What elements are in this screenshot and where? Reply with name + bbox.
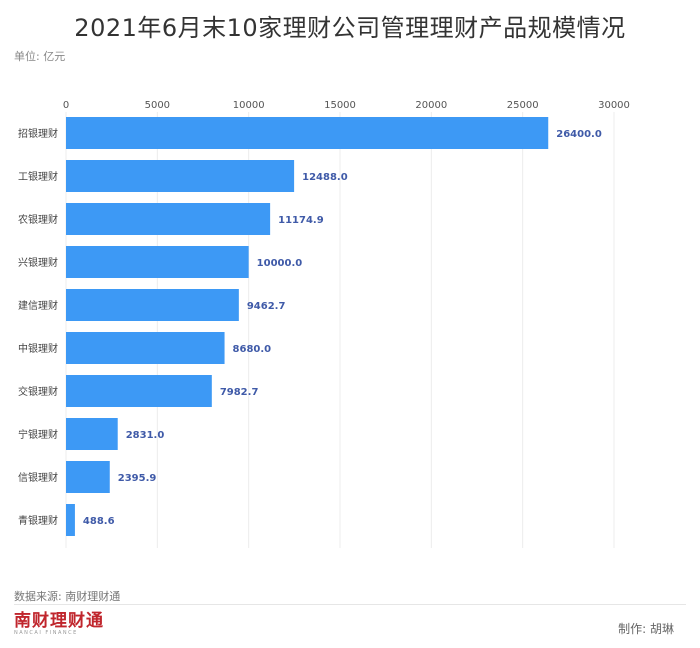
category-label: 建信理财 [18, 299, 58, 312]
author-credit: 制作: 胡琳 [618, 622, 674, 636]
data-label: 10000.0 [257, 258, 303, 269]
logo-subtext: NANCAI FINANCE [14, 630, 78, 636]
data-label: 12488.0 [302, 172, 348, 183]
bar [66, 289, 239, 321]
data-label: 11174.9 [278, 215, 324, 226]
x-tick-label: 15000 [324, 100, 356, 111]
bar [66, 203, 271, 235]
data-label: 2395.9 [118, 473, 157, 484]
bar-chart: 0 5000 10000 15000 20000 25000 30000 招银理财 26400.… [18, 100, 630, 548]
category-label: 宁银理财 [18, 428, 58, 441]
x-tick-label: 30000 [598, 100, 630, 111]
category-label: 交银理财 [18, 385, 58, 398]
category-label: 招银理财 [18, 127, 58, 140]
data-label: 2831.0 [126, 430, 165, 441]
bar [66, 375, 212, 407]
category-label: 信银理财 [18, 471, 58, 484]
data-label: 7982.7 [220, 387, 259, 398]
x-tick-label: 0 [63, 100, 69, 111]
category-label: 农银理财 [18, 213, 58, 226]
bar [66, 246, 249, 278]
bar [66, 117, 549, 149]
data-label: 488.6 [83, 516, 115, 527]
category-label: 工银理财 [18, 170, 58, 183]
x-tick-label: 25000 [507, 100, 539, 111]
bar [66, 332, 225, 364]
category-label: 中银理财 [18, 342, 58, 355]
chart-title: 2021年6月末10家理财公司管理理财产品规模情况 [74, 14, 626, 42]
bar [66, 504, 75, 536]
bar [66, 160, 295, 192]
data-source: 数据来源: 南财理财通 [14, 590, 121, 603]
data-label: 26400.0 [556, 129, 602, 140]
x-tick-label: 20000 [415, 100, 447, 111]
category-label: 青银理财 [18, 514, 58, 527]
bar [66, 461, 110, 493]
x-tick-label: 5000 [145, 100, 170, 111]
x-tick-label: 10000 [233, 100, 265, 111]
footer-divider [14, 604, 686, 605]
brand-logo: 南财理财通 NANCAI FINANCE [14, 612, 114, 638]
category-label: 兴银理财 [18, 256, 58, 269]
data-label: 8680.0 [233, 344, 272, 355]
data-label: 9462.7 [247, 301, 286, 312]
unit-label: 单位: 亿元 [14, 50, 66, 63]
bar [66, 418, 118, 450]
logo-text: 南财理财通 [14, 611, 104, 631]
